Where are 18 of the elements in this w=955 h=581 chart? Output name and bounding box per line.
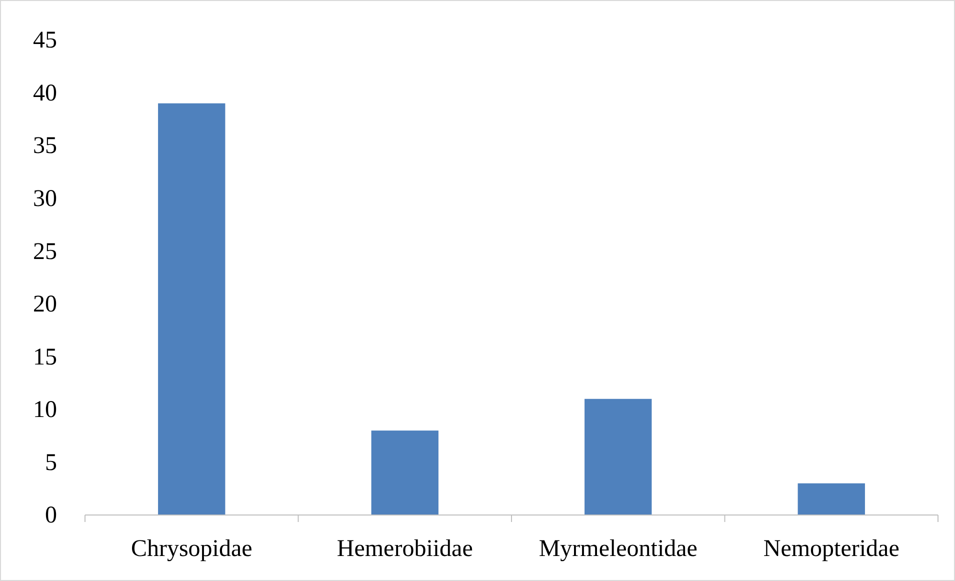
y-tick-label: 40 xyxy=(33,80,57,106)
y-tick-label: 15 xyxy=(33,344,57,370)
bar xyxy=(371,430,438,515)
y-tick-label: 35 xyxy=(33,133,57,160)
y-tick-label: 5 xyxy=(45,450,57,476)
bar xyxy=(158,103,226,515)
x-tick-label: Myrmeleontidae xyxy=(538,536,698,562)
y-tick-label: 10 xyxy=(33,397,57,424)
y-tick-label: 45 xyxy=(33,28,57,54)
x-tick-label: Chrysopidae xyxy=(130,536,252,562)
bar xyxy=(798,483,865,515)
y-tick-label: 30 xyxy=(33,186,57,212)
bar xyxy=(584,398,652,515)
x-tick-label: Nemopteridae xyxy=(763,536,900,562)
y-tick-label: 25 xyxy=(33,238,57,265)
y-tick-label: 0 xyxy=(45,502,57,529)
y-tick-label: 20 xyxy=(33,292,57,318)
x-tick-label: Hemerobiidae xyxy=(336,536,473,562)
